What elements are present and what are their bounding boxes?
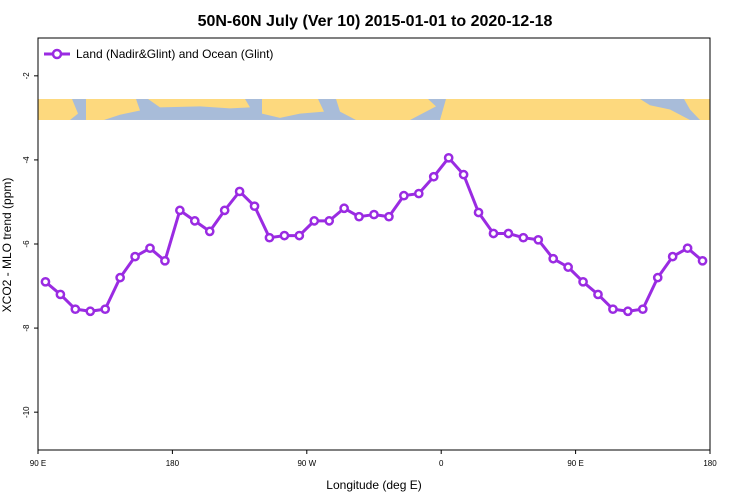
data-point (55, 289, 66, 300)
data-point (279, 230, 290, 241)
data-point (413, 188, 424, 199)
data-point (249, 201, 260, 212)
land-mass (38, 98, 78, 120)
data-point (40, 276, 51, 287)
data-point (160, 255, 170, 266)
data-point (637, 304, 648, 315)
data-point (85, 306, 96, 317)
data-point (100, 304, 111, 315)
data-point (204, 226, 215, 237)
data-point (548, 253, 559, 264)
x-axis: 90 E 180 90 W 0 90 E 180 (30, 450, 717, 468)
y-tick-label: -4 (22, 156, 31, 164)
data-point (219, 205, 230, 216)
y-tick-label: -6 (22, 240, 31, 248)
data-point (264, 232, 275, 243)
data-point (533, 234, 544, 245)
data-point (130, 251, 140, 262)
land-mass (86, 98, 140, 120)
world-map-strip (38, 98, 710, 120)
x-tick-label: 180 (166, 459, 180, 468)
land-mass (684, 98, 710, 120)
data-point (309, 216, 320, 226)
data-point (399, 190, 409, 201)
data-point (682, 243, 693, 254)
data-point (608, 304, 618, 315)
land-mass (262, 98, 324, 118)
data-point (518, 232, 529, 243)
x-tick-label: 0 (439, 459, 444, 468)
data-point (488, 228, 499, 239)
data-point (354, 211, 364, 222)
data-point (115, 272, 125, 283)
data-point (443, 152, 454, 163)
land-mass (336, 98, 436, 120)
data-point (697, 255, 708, 266)
data-point (578, 276, 588, 287)
legend-label: Land (Nadir&Glint) and Ocean (Glint) (76, 47, 273, 61)
land-mass (148, 98, 250, 109)
series-layer (40, 152, 708, 317)
data-point (503, 228, 514, 239)
y-axis: -2 -4 -6 -8 -10 (22, 72, 38, 418)
land-mass (440, 98, 690, 120)
series-line (44, 156, 704, 313)
data-point (369, 209, 379, 220)
plot-frame (37, 37, 711, 451)
data-point (189, 216, 200, 226)
data-point (563, 262, 573, 272)
data-point (593, 289, 603, 300)
data-point (384, 211, 394, 222)
x-axis-label: Longitude (deg E) (326, 478, 421, 492)
map-land (38, 98, 710, 120)
y-axis-label: XCO2 - MLO trend (ppm) (0, 178, 14, 313)
data-point (234, 186, 245, 197)
data-point (652, 272, 663, 283)
y-tick-label: -10 (22, 406, 31, 418)
data-point (294, 230, 305, 241)
data-point (623, 306, 633, 317)
data-point (175, 205, 185, 216)
x-tick-label: 90 W (297, 459, 316, 468)
x-tick-label: 90 E (30, 459, 46, 468)
x-tick-label: 90 E (567, 459, 583, 468)
chart-title: 50N-60N July (Ver 10) 2015-01-01 to 2020… (198, 13, 553, 30)
legend-marker (51, 48, 63, 60)
data-point (70, 304, 81, 315)
data-point (667, 251, 678, 262)
data-point (473, 207, 484, 218)
data-point (339, 203, 349, 214)
data-point (458, 169, 469, 180)
data-point (145, 243, 155, 254)
data-point (428, 171, 439, 182)
x-tick-label: 180 (703, 459, 717, 468)
y-tick-label: -8 (22, 324, 31, 332)
legend: Land (Nadir&Glint) and Ocean (Glint) (44, 47, 273, 61)
y-tick-label: -2 (22, 72, 31, 80)
data-point (324, 216, 335, 226)
